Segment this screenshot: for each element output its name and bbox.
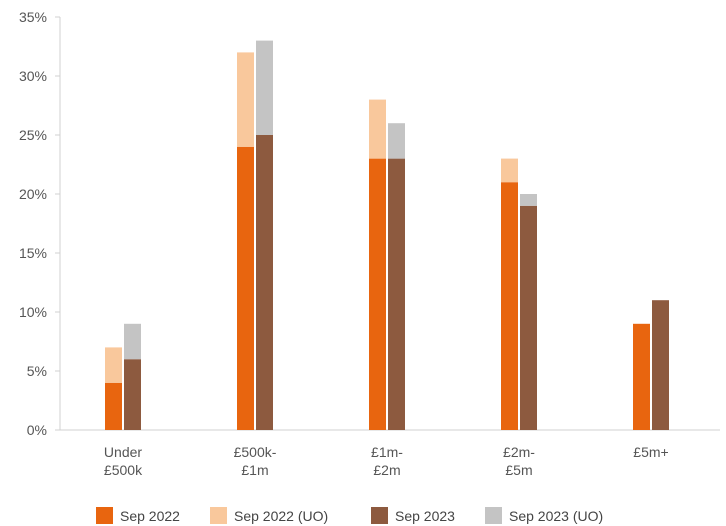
x-tick-label: £5m+ — [633, 444, 668, 460]
x-axis: Under £500k £500k-£1m £1m-£2m £2m-£5m £5m+ — [60, 429, 720, 478]
y-tick-label: 15% — [19, 245, 47, 261]
bar-sep-2022-uo- — [237, 52, 254, 147]
y-axis: 0% 5% 10% 15% 20% 25% 30% 35% — [19, 9, 61, 438]
legend: Sep 2022 Sep 2022 (UO) Sep 2023 Sep 2023 (U… — [96, 507, 603, 524]
x-tick-label: £2m-£5m — [503, 444, 535, 478]
y-tick-label: 35% — [19, 9, 47, 25]
legend-swatch — [371, 507, 388, 524]
bar-sep-2023 — [388, 158, 405, 430]
bar-sep-2022-uo- — [501, 158, 518, 183]
bar-sep-2022-uo- — [105, 347, 122, 383]
y-tick-label: 25% — [19, 127, 47, 143]
bar-sep-2023 — [256, 135, 273, 430]
y-tick-label: 20% — [19, 186, 47, 202]
x-tick-label: £1m-£2m — [371, 444, 403, 478]
y-tick-label: 5% — [27, 363, 47, 379]
bar-sep-2023-uo- — [124, 323, 141, 360]
bars — [105, 40, 669, 431]
legend-swatch — [485, 507, 502, 524]
y-tick-label: 0% — [27, 422, 47, 438]
y-tick-label: 30% — [19, 68, 47, 84]
bar-sep-2022 — [369, 158, 386, 430]
legend-label: Sep 2022 — [120, 508, 180, 524]
legend-label: Sep 2022 (UO) — [234, 508, 328, 524]
bar-sep-2022 — [633, 323, 650, 430]
bar-sep-2023-uo- — [256, 40, 273, 135]
bar-sep-2022 — [237, 146, 254, 431]
bar-sep-2023-uo- — [520, 194, 537, 206]
bar-sep-2023 — [520, 205, 537, 430]
bar-sep-2023-uo- — [388, 123, 405, 159]
x-tick-label: £500k-£1m — [234, 444, 277, 478]
bar-sep-2022 — [105, 382, 122, 430]
bar-sep-2023 — [124, 359, 141, 430]
bar-sep-2022 — [501, 182, 518, 430]
y-tick-label: 10% — [19, 304, 47, 320]
legend-swatch — [96, 507, 113, 524]
bar-sep-2023 — [652, 300, 669, 430]
legend-swatch — [210, 507, 227, 524]
legend-label: Sep 2023 (UO) — [509, 508, 603, 524]
legend-label: Sep 2023 — [395, 508, 455, 524]
bar-sep-2022-uo- — [369, 99, 386, 159]
x-tick-label: Under £500k — [104, 444, 143, 478]
